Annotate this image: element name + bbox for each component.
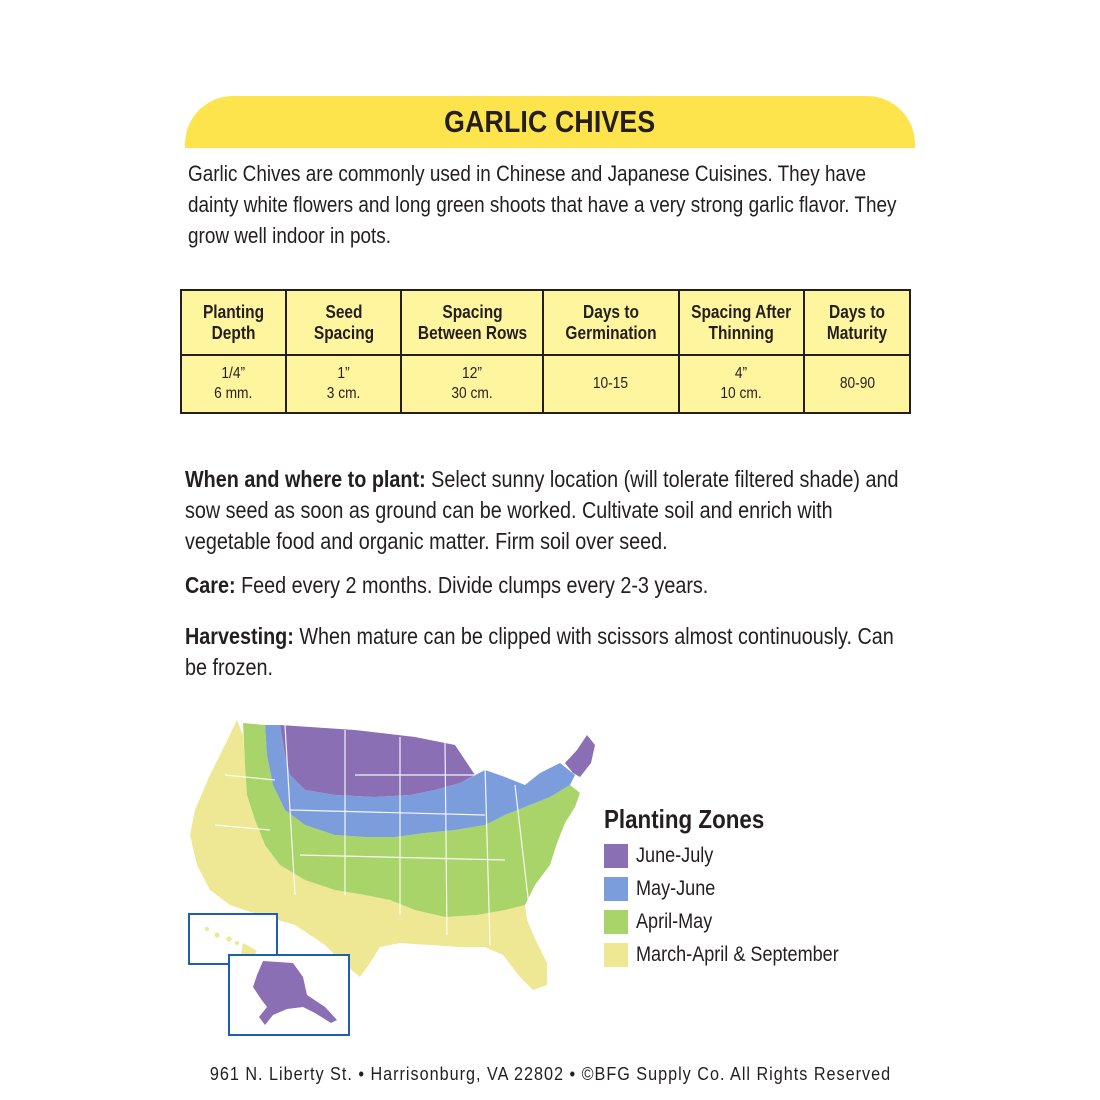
- legend-label: May-June: [636, 876, 716, 900]
- page-title: GARLIC CHIVES: [444, 104, 656, 139]
- header-days-to-maturity: Days to Maturity: [803, 289, 911, 356]
- legend-label: March-April & September: [636, 942, 839, 966]
- legend-item-june-july: June-July: [604, 839, 934, 872]
- zone-june-july-northeast: [565, 735, 595, 777]
- harvesting-text: When mature can be clipped with scissors…: [185, 623, 894, 680]
- header-spacing-after-thinning: Spacing After Thinning: [677, 289, 806, 356]
- planting-specs-table: Planting Depth Seed Spacing Spacing Betw…: [180, 289, 911, 414]
- when-where-label: When and where to plant:: [185, 466, 426, 492]
- legend-swatch: [604, 876, 628, 901]
- zone-june-july: [280, 725, 475, 797]
- planting-zones-legend: Planting Zones June-July May-June April-…: [604, 804, 934, 971]
- value-days-to-germination: 10-15: [541, 354, 680, 414]
- header-planting-depth: Planting Depth: [180, 289, 287, 356]
- value-days-to-maturity: 80-90: [803, 354, 911, 414]
- table-header-row: Planting Depth Seed Spacing Spacing Betw…: [180, 289, 911, 356]
- legend-label: April-May: [636, 909, 713, 933]
- value-spacing-after-thinning: 4” 10 cm.: [677, 354, 806, 414]
- header-spacing-between-rows: Spacing Between Rows: [400, 289, 544, 356]
- table-row: 1/4” 6 mm. 1” 3 cm. 12” 30 cm. 10-15 4” …: [180, 354, 911, 414]
- zone-april-may: [243, 723, 580, 917]
- care-text: Feed every 2 months. Divide clumps every…: [235, 572, 709, 598]
- value-seed-spacing: 1” 3 cm.: [284, 354, 403, 414]
- legend-item-march-april-september: March-April & September: [604, 938, 934, 971]
- harvesting-paragraph: Harvesting: When mature can be clipped w…: [185, 621, 916, 683]
- legend-swatch: [604, 942, 628, 967]
- intro-description: Garlic Chives are commonly used in Chine…: [188, 161, 897, 248]
- legend-swatch: [604, 909, 628, 934]
- zone-may-june: [265, 725, 575, 837]
- care-paragraph: Care: Feed every 2 months. Divide clumps…: [185, 570, 916, 601]
- header-days-to-germination: Days to Germination: [541, 289, 680, 356]
- header-seed-spacing: Seed Spacing: [284, 289, 403, 356]
- when-where-paragraph: When and where to plant: Select sunny lo…: [185, 464, 916, 557]
- legend-label: June-July: [636, 843, 714, 867]
- harvesting-label: Harvesting:: [185, 623, 294, 649]
- title-banner: GARLIC CHIVES: [185, 96, 915, 148]
- legend-item-april-may: April-May: [604, 905, 934, 938]
- legend-swatch: [604, 843, 628, 868]
- legend-item-may-june: May-June: [604, 872, 934, 905]
- value-planting-depth: 1/4” 6 mm.: [180, 354, 287, 414]
- care-label: Care:: [185, 572, 236, 598]
- zone-march-april-september: [190, 720, 547, 990]
- planting-zones-map: [185, 715, 615, 1040]
- when-where-text: Select sunny location (will tolerate fil…: [185, 466, 899, 554]
- legend-title: Planting Zones: [604, 804, 765, 834]
- footer-address: 961 N. Liberty St. • Harrisonburg, VA 22…: [209, 1064, 891, 1084]
- value-spacing-between-rows: 12” 30 cm.: [400, 354, 544, 414]
- alaska-shape: [253, 961, 337, 1025]
